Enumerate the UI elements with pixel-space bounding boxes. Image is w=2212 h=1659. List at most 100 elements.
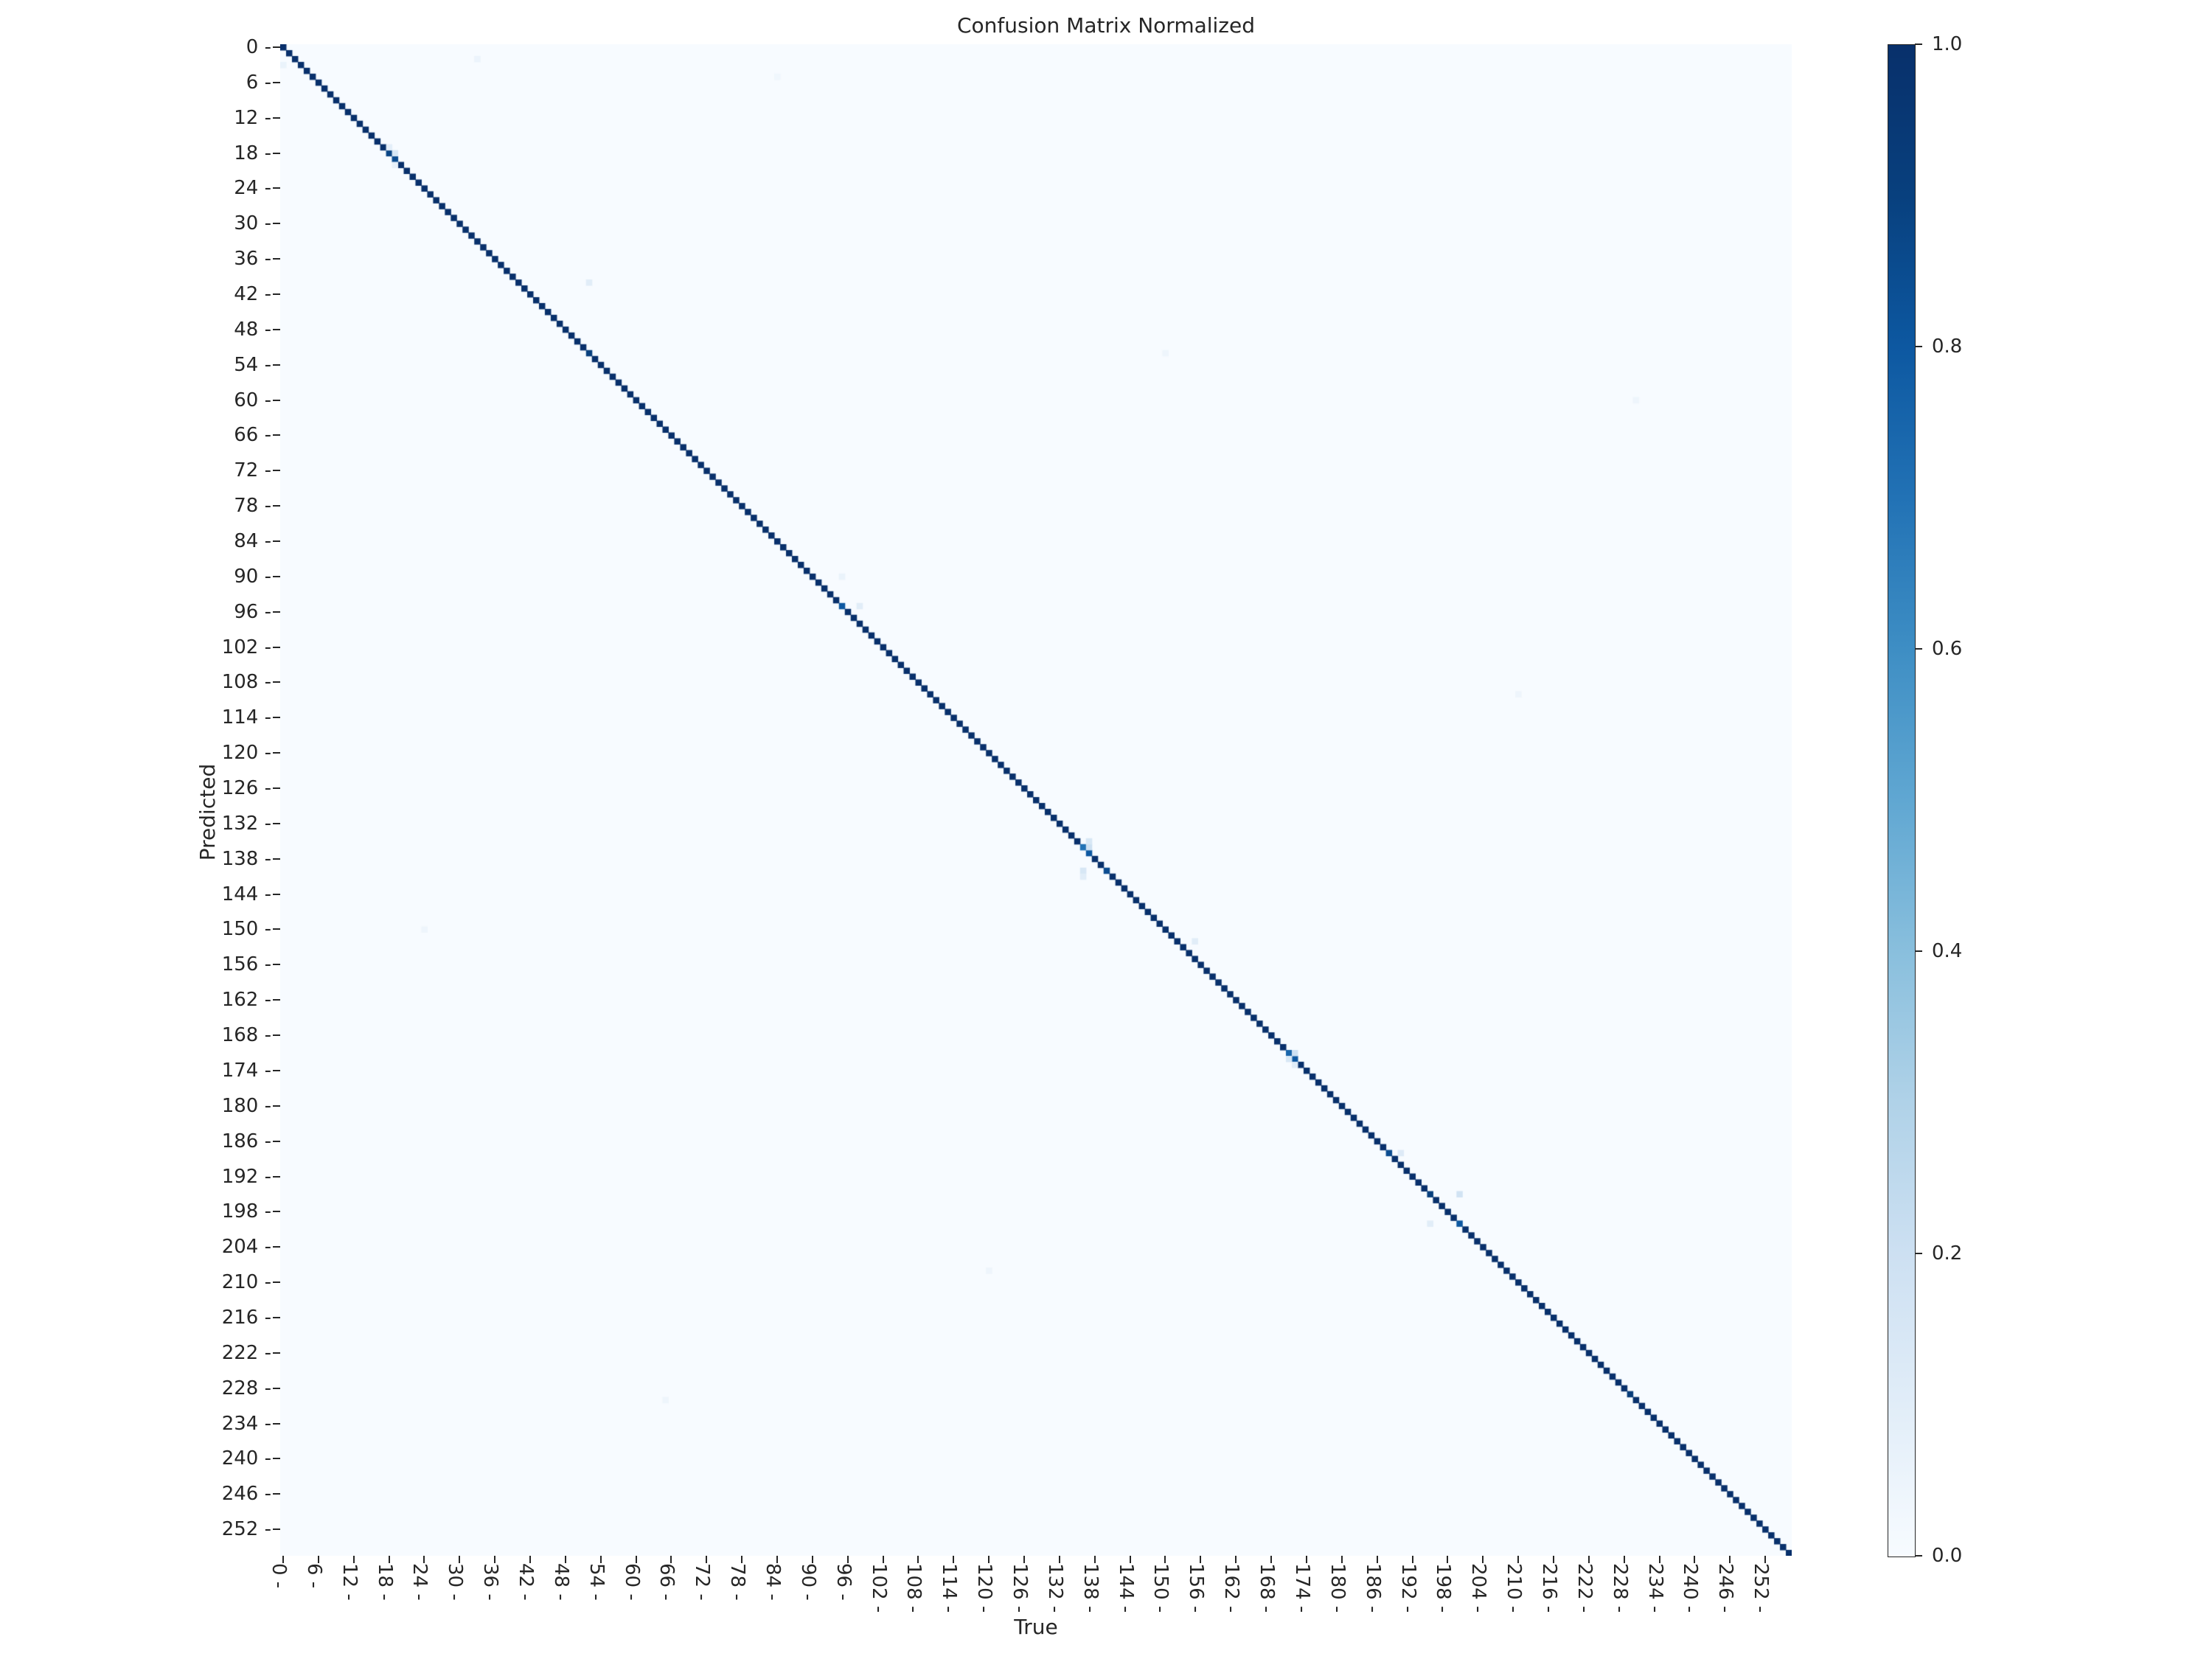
x-tick-label: 114 - <box>938 1563 960 1613</box>
y-tick-label: 0 - <box>212 36 271 58</box>
x-tick-label: 60 - <box>621 1563 643 1601</box>
y-tick-mark <box>273 1281 280 1283</box>
y-tick-label: 240 - <box>212 1447 271 1470</box>
y-tick-mark <box>273 1423 280 1425</box>
y-tick-label: 42 - <box>212 283 271 305</box>
x-tick-label: 72 - <box>691 1563 713 1601</box>
x-tick-label: 102 - <box>868 1563 890 1613</box>
y-tick-mark <box>273 1211 280 1212</box>
x-tick-label: 156 - <box>1185 1563 1207 1613</box>
x-tick-mark <box>1588 1556 1590 1563</box>
x-tick-label: 132 - <box>1044 1563 1066 1613</box>
x-axis-label: True <box>280 1615 1792 1639</box>
y-tick-mark <box>273 470 280 471</box>
y-tick-label: 228 - <box>212 1377 271 1399</box>
x-tick-label: 18 - <box>374 1563 396 1601</box>
x-tick-mark <box>776 1556 778 1563</box>
y-tick-label: 180 - <box>212 1095 271 1117</box>
y-tick-mark <box>273 1176 280 1178</box>
x-tick-mark <box>1341 1556 1343 1563</box>
x-tick-mark <box>1377 1556 1378 1563</box>
y-tick-mark <box>273 858 280 860</box>
x-tick-label: 210 - <box>1503 1563 1525 1613</box>
x-tick-label: 66 - <box>655 1563 678 1601</box>
x-tick-label: 222 - <box>1573 1563 1596 1613</box>
y-tick-mark <box>273 540 280 542</box>
x-tick-mark <box>636 1556 637 1563</box>
x-tick-mark <box>847 1556 849 1563</box>
x-tick-mark <box>741 1556 742 1563</box>
x-tick-label: 234 - <box>1644 1563 1666 1613</box>
y-tick-mark <box>273 434 280 436</box>
y-tick-mark <box>273 681 280 683</box>
y-tick-label: 174 - <box>212 1060 271 1082</box>
y-tick-mark <box>273 999 280 1001</box>
x-tick-mark <box>1482 1556 1484 1563</box>
x-tick-mark <box>282 1556 284 1563</box>
figure: Confusion Matrix Normalized Predicted Tr… <box>0 0 2212 1659</box>
x-tick-label: 96 - <box>832 1563 855 1601</box>
y-tick-label: 120 - <box>212 742 271 764</box>
y-tick-label: 30 - <box>212 212 271 234</box>
y-tick-label: 162 - <box>212 989 271 1011</box>
y-tick-mark <box>273 153 280 154</box>
colorbar-tick-label: 0.8 <box>1932 335 1962 358</box>
colorbar-tick-mark <box>1915 648 1922 650</box>
x-tick-label: 78 - <box>726 1563 748 1601</box>
x-tick-mark <box>1059 1556 1060 1563</box>
y-tick-mark <box>273 717 280 718</box>
y-tick-mark <box>273 293 280 295</box>
x-tick-label: 24 - <box>408 1563 431 1601</box>
x-tick-label: 168 - <box>1256 1563 1278 1613</box>
colorbar-tick-mark <box>1915 346 1922 347</box>
y-tick-label: 24 - <box>212 177 271 199</box>
y-tick-mark <box>273 187 280 189</box>
y-tick-mark <box>273 505 280 507</box>
x-tick-label: 174 - <box>1291 1563 1313 1613</box>
x-tick-mark <box>1270 1556 1272 1563</box>
y-tick-label: 72 - <box>212 459 271 481</box>
y-tick-label: 252 - <box>212 1518 271 1540</box>
colorbar-tick-label: 1.0 <box>1932 33 1962 55</box>
x-tick-label: 54 - <box>585 1563 608 1601</box>
y-tick-mark <box>273 1493 280 1495</box>
x-tick-mark <box>1659 1556 1660 1563</box>
chart-title: Confusion Matrix Normalized <box>0 13 2212 38</box>
x-tick-mark <box>1729 1556 1731 1563</box>
y-tick-mark <box>273 46 280 48</box>
x-tick-label: 240 - <box>1679 1563 1701 1613</box>
x-tick-label: 228 - <box>1609 1563 1631 1613</box>
x-tick-mark <box>1306 1556 1307 1563</box>
y-tick-label: 54 - <box>212 354 271 376</box>
x-tick-mark <box>1200 1556 1201 1563</box>
x-tick-label: 90 - <box>797 1563 819 1601</box>
y-tick-label: 246 - <box>212 1483 271 1505</box>
x-tick-mark <box>1553 1556 1554 1563</box>
y-tick-label: 78 - <box>212 495 271 517</box>
y-tick-label: 132 - <box>212 813 271 835</box>
y-tick-label: 168 - <box>212 1024 271 1046</box>
y-tick-mark <box>273 1141 280 1142</box>
y-tick-label: 198 - <box>212 1200 271 1222</box>
x-tick-mark <box>600 1556 602 1563</box>
y-tick-mark <box>273 1458 280 1459</box>
y-tick-mark <box>273 1388 280 1389</box>
y-tick-label: 96 - <box>212 601 271 623</box>
x-tick-label: 108 - <box>902 1563 925 1613</box>
y-tick-label: 102 - <box>212 636 271 658</box>
x-tick-mark <box>389 1556 390 1563</box>
y-tick-mark <box>273 1034 280 1036</box>
x-tick-mark <box>1094 1556 1096 1563</box>
y-tick-label: 156 - <box>212 953 271 975</box>
y-tick-mark <box>273 223 280 224</box>
y-tick-label: 90 - <box>212 566 271 588</box>
colorbar-tick-mark <box>1915 44 1922 45</box>
x-tick-mark <box>565 1556 566 1563</box>
y-tick-label: 234 - <box>212 1413 271 1435</box>
confusion-matrix-heatmap <box>280 44 1792 1556</box>
x-tick-mark <box>423 1556 425 1563</box>
x-tick-label: 36 - <box>479 1563 501 1601</box>
y-tick-mark <box>273 894 280 895</box>
x-tick-label: 30 - <box>444 1563 466 1601</box>
x-tick-label: 42 - <box>515 1563 537 1601</box>
